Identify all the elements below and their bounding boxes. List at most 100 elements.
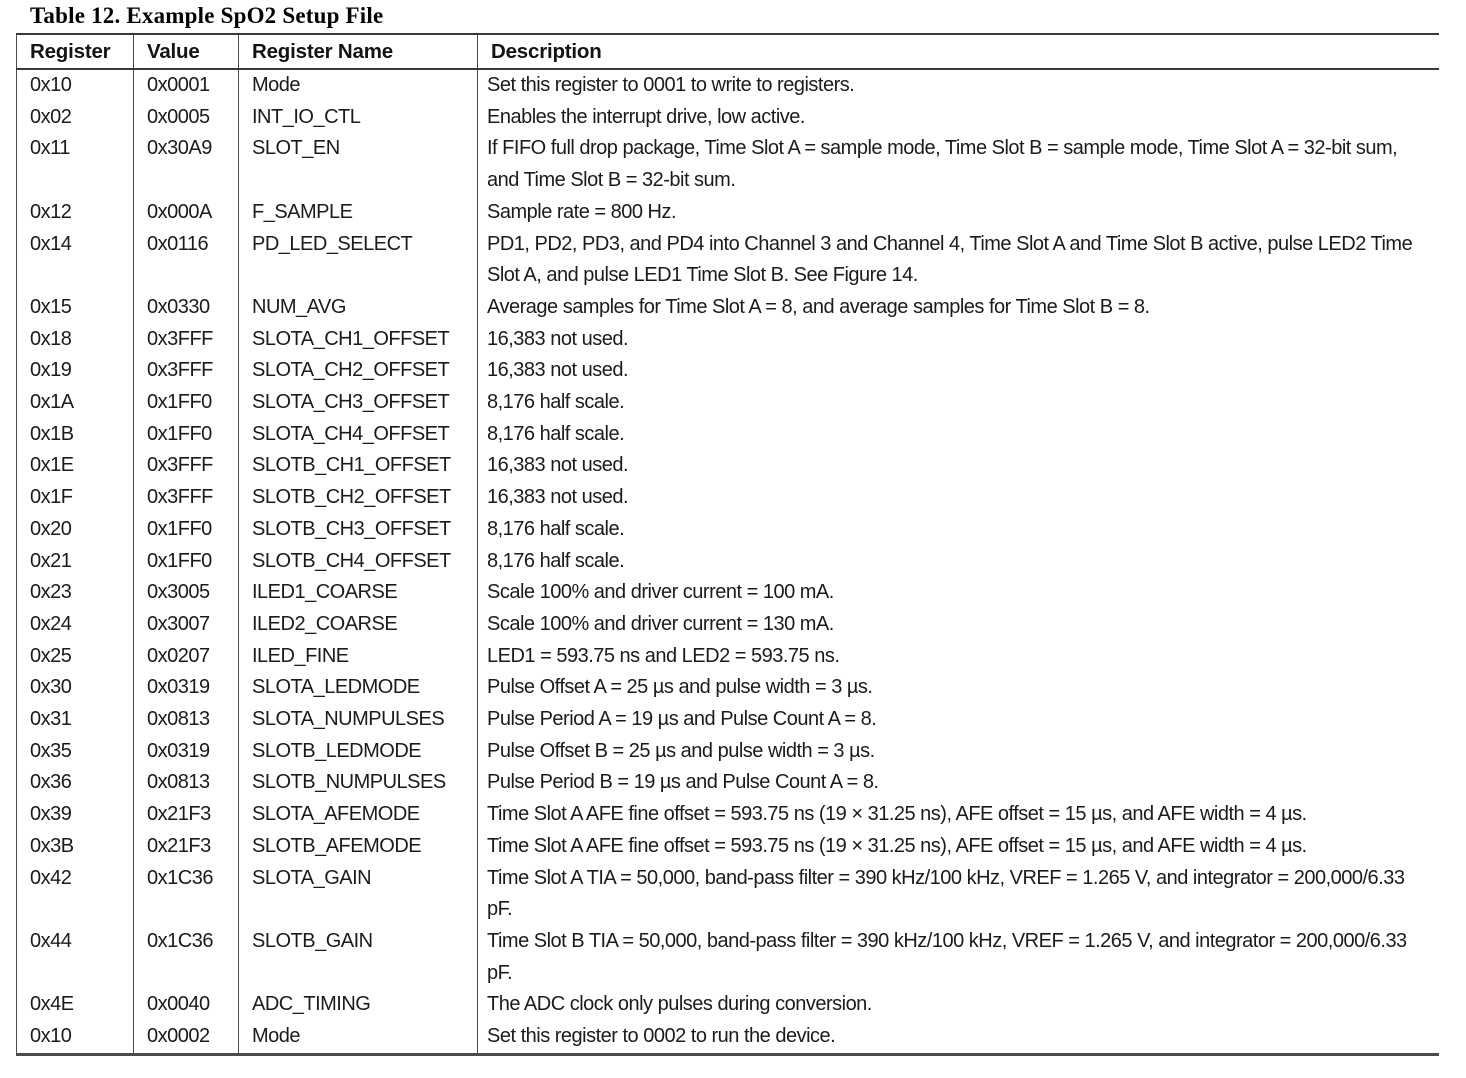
cell-description: Average samples for Time Slot A = 8, and… — [477, 291, 1439, 324]
cell-register-name: PD_LED_SELECT — [238, 228, 478, 292]
table-row: 0x1B 0x1FF0 SLOTA_CH4_OFFSET 8,176 half sca… — [16, 418, 1439, 451]
cell-register-name: ADC_TIMING — [238, 989, 478, 1022]
cell-register-name: INT_IO_CTL — [238, 101, 478, 134]
cell-register: 0x24 — [16, 608, 134, 641]
cell-value: 0x3005 — [133, 577, 239, 609]
column-header-register: Register — [16, 34, 134, 70]
table-row: 0x10 0x0002 Mode Set this register to 0002 … — [16, 1021, 1439, 1055]
cell-register: 0x1B — [16, 418, 134, 451]
cell-register: 0x10 — [16, 1021, 134, 1055]
cell-register-name: F_SAMPLE — [238, 196, 478, 229]
table-body: 0x10 0x0001 Mode Set this register to 0001 … — [16, 69, 1439, 1055]
cell-value: 0x30A9 — [133, 133, 239, 197]
cell-value: 0x3FFF — [133, 355, 239, 388]
cell-register: 0x11 — [16, 133, 134, 197]
cell-register-name: SLOTB_CH2_OFFSET — [238, 482, 478, 514]
table-row: 0x1E 0x3FFF SLOTB_CH1_OFFSET 16,383 not use… — [16, 450, 1439, 483]
cell-value: 0x1FF0 — [133, 387, 239, 419]
cell-register-name: SLOTB_CH4_OFFSET — [238, 545, 478, 578]
cell-description: PD1, PD2, PD3, and PD4 into Channel 3 an… — [477, 228, 1439, 292]
table-row: 0x02 0x0005 INT_IO_CTL Enables the interrup… — [16, 101, 1439, 134]
cell-register-name: SLOTB_LEDMODE — [238, 735, 478, 768]
cell-register: 0x19 — [16, 355, 134, 388]
cell-register-name: SLOTA_AFEMODE — [238, 799, 478, 831]
cell-description: Sample rate = 800 Hz. — [477, 196, 1439, 229]
cell-value: 0x0207 — [133, 640, 239, 673]
cell-register: 0x20 — [16, 513, 134, 546]
cell-description: Scale 100% and driver current = 100 mA. — [477, 577, 1439, 609]
cell-register-name: SLOTA_CH2_OFFSET — [238, 355, 478, 388]
header-row: Register Value Register Name Description — [16, 34, 1439, 70]
cell-value: 0x1FF0 — [133, 513, 239, 546]
cell-register: 0x23 — [16, 577, 134, 609]
table-row: 0x21 0x1FF0 SLOTB_CH4_OFFSET 8,176 half sca… — [16, 545, 1439, 578]
cell-register-name: SLOTB_GAIN — [238, 925, 478, 990]
cell-register: 0x44 — [16, 925, 134, 990]
cell-description: 8,176 half scale. — [477, 387, 1439, 419]
cell-description: Enables the interrupt drive, low active. — [477, 101, 1439, 134]
cell-register: 0x1A — [16, 387, 134, 419]
cell-description: Set this register to 0001 to write to re… — [477, 69, 1439, 102]
table-row: 0x12 0x000A F_SAMPLE Sample rate = 800 Hz. — [16, 196, 1439, 229]
cell-description: 8,176 half scale. — [477, 418, 1439, 451]
table-row: 0x24 0x3007 ILED2_COARSE Scale 100% and dri… — [16, 608, 1439, 641]
cell-register: 0x15 — [16, 291, 134, 324]
cell-register: 0x21 — [16, 545, 134, 578]
table-row: 0x1A 0x1FF0 SLOTA_CH3_OFFSET 8,176 half sca… — [16, 387, 1439, 419]
table-row: 0x1F 0x3FFF SLOTB_CH2_OFFSET 16,383 not use… — [16, 482, 1439, 514]
cell-value: 0x3FFF — [133, 450, 239, 483]
cell-value: 0x000A — [133, 196, 239, 229]
cell-description: LED1 = 593.75 ns and LED2 = 593.75 ns. — [477, 640, 1439, 673]
cell-value: 0x0001 — [133, 69, 239, 102]
table-row: 0x3B 0x21F3 SLOTB_AFEMODE Time Slot A AFE f… — [16, 830, 1439, 863]
cell-value: 0x0040 — [133, 989, 239, 1022]
cell-value: 0x0002 — [133, 1021, 239, 1055]
table-caption: Table 12. Example SpO2 Setup File — [30, 3, 384, 28]
cell-register: 0x39 — [16, 799, 134, 831]
cell-register-name: Mode — [238, 69, 478, 102]
cell-description: Scale 100% and driver current = 130 mA. — [477, 608, 1439, 641]
cell-register-name: ILED_FINE — [238, 640, 478, 673]
cell-register: 0x18 — [16, 323, 134, 356]
table-row: 0x15 0x0330 NUM_AVG Average samples for Tim… — [16, 291, 1439, 324]
cell-description: Set this register to 0002 to run the dev… — [477, 1021, 1439, 1055]
cell-value: 0x0116 — [133, 228, 239, 292]
cell-description: The ADC clock only pulses during convers… — [477, 989, 1439, 1022]
cell-register: 0x02 — [16, 101, 134, 134]
table-row: 0x31 0x0813 SLOTA_NUMPULSES Pulse Period A … — [16, 704, 1439, 736]
cell-value: 0x3007 — [133, 608, 239, 641]
cell-description: Pulse Period A = 19 µs and Pulse Count A… — [477, 704, 1439, 736]
cell-value: 0x0319 — [133, 735, 239, 768]
cell-register: 0x3B — [16, 830, 134, 863]
cell-value: 0x1C36 — [133, 925, 239, 990]
table-row: 0x36 0x0813 SLOTB_NUMPULSES Pulse Period B … — [16, 767, 1439, 800]
table-row: 0x42 0x1C36 SLOTA_GAIN Time Slot A TIA = 50… — [16, 862, 1439, 926]
cell-register-name: SLOTA_CH3_OFFSET — [238, 387, 478, 419]
cell-register-name: SLOTA_GAIN — [238, 862, 478, 926]
cell-register: 0x12 — [16, 196, 134, 229]
cell-value: 0x1FF0 — [133, 545, 239, 578]
cell-value: 0x1C36 — [133, 862, 239, 926]
cell-description: If FIFO full drop package, Time Slot A =… — [477, 133, 1439, 197]
cell-description: 8,176 half scale. — [477, 545, 1439, 578]
cell-register: 0x14 — [16, 228, 134, 292]
cell-value: 0x0813 — [133, 704, 239, 736]
table-row: 0x39 0x21F3 SLOTA_AFEMODE Time Slot A AFE f… — [16, 799, 1439, 831]
cell-register-name: Mode — [238, 1021, 478, 1055]
cell-register: 0x1E — [16, 450, 134, 483]
cell-register: 0x30 — [16, 672, 134, 705]
cell-register: 0x31 — [16, 704, 134, 736]
cell-value: 0x1FF0 — [133, 418, 239, 451]
cell-description: Time Slot A AFE fine offset = 593.75 ns … — [477, 799, 1439, 831]
spo2-setup-table: Register Value Register Name Description… — [16, 33, 1439, 1056]
cell-value: 0x0005 — [133, 101, 239, 134]
cell-register-name: ILED2_COARSE — [238, 608, 478, 641]
table-row: 0x30 0x0319 SLOTA_LEDMODE Pulse Offset A = … — [16, 672, 1439, 705]
cell-value: 0x0330 — [133, 291, 239, 324]
cell-description: 16,383 not used. — [477, 482, 1439, 514]
cell-description: Pulse Offset A = 25 µs and pulse width =… — [477, 672, 1439, 705]
cell-register: 0x10 — [16, 69, 134, 102]
column-header-description: Description — [477, 34, 1439, 70]
cell-register-name: SLOTA_CH1_OFFSET — [238, 323, 478, 356]
